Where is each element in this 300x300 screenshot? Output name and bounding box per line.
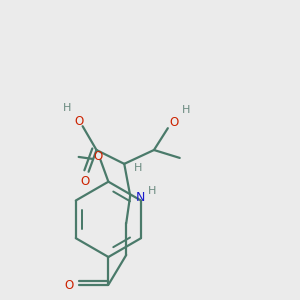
Text: H: H xyxy=(148,186,156,196)
Text: H: H xyxy=(134,163,142,173)
Text: H: H xyxy=(63,103,71,113)
Text: O: O xyxy=(94,150,103,164)
Text: O: O xyxy=(64,279,74,292)
Text: O: O xyxy=(169,116,178,129)
Text: O: O xyxy=(80,175,89,188)
Text: H: H xyxy=(182,105,190,116)
Text: O: O xyxy=(74,115,83,128)
Text: N: N xyxy=(135,191,145,204)
